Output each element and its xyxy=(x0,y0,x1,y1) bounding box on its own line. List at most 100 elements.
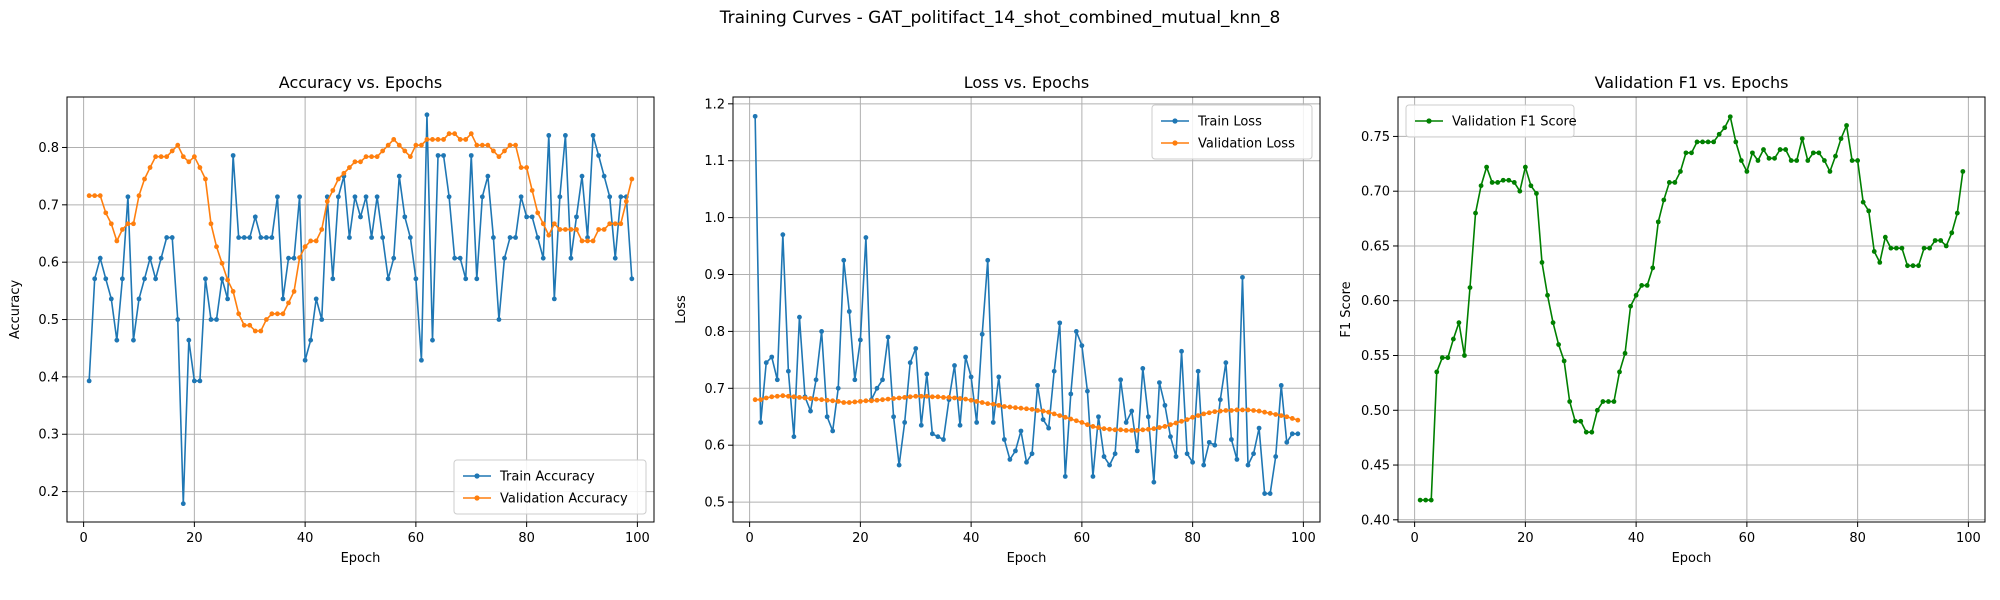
data-point xyxy=(407,154,413,160)
data-point xyxy=(802,395,808,401)
data-point xyxy=(1018,428,1024,434)
legend-label: Validation Loss xyxy=(1198,137,1295,152)
data-point xyxy=(153,154,159,160)
data-point xyxy=(1267,491,1273,496)
data-point xyxy=(852,377,858,383)
data-point xyxy=(502,148,507,154)
data-point xyxy=(452,255,458,261)
data-point xyxy=(319,227,325,232)
data-point xyxy=(97,193,103,199)
data-point xyxy=(1240,407,1245,413)
data-point xyxy=(474,276,480,282)
data-point xyxy=(830,398,836,404)
data-point xyxy=(846,309,852,314)
data-point xyxy=(347,165,352,170)
data-point xyxy=(1833,153,1838,159)
data-point xyxy=(153,276,159,282)
data-point xyxy=(1157,425,1162,430)
data-point xyxy=(846,400,852,405)
data-point xyxy=(275,311,280,317)
data-point xyxy=(1567,399,1573,404)
data-point xyxy=(819,397,825,403)
data-point xyxy=(1190,459,1196,465)
x-tick-label: 20 xyxy=(852,531,869,546)
data-point xyxy=(535,210,541,216)
data-point xyxy=(596,227,602,232)
data-point xyxy=(891,414,896,420)
data-point xyxy=(269,311,275,317)
data-point xyxy=(785,368,791,374)
data-point xyxy=(1423,497,1429,503)
data-point xyxy=(1711,139,1717,145)
data-point xyxy=(607,221,613,227)
data-point xyxy=(752,397,758,403)
data-point xyxy=(1822,158,1827,163)
data-point xyxy=(1473,210,1478,216)
data-point xyxy=(1162,402,1168,408)
data-point xyxy=(1816,150,1822,156)
data-point xyxy=(197,165,203,170)
data-point xyxy=(1223,408,1229,413)
data-point xyxy=(1079,343,1085,349)
data-point xyxy=(86,378,92,384)
x-tick-label: 60 xyxy=(1739,531,1756,546)
data-point xyxy=(758,420,764,425)
data-point xyxy=(935,394,941,400)
data-point xyxy=(623,198,629,204)
data-point xyxy=(540,255,546,261)
data-point xyxy=(419,142,424,148)
data-point xyxy=(952,363,957,368)
y-tick-label: 0.7 xyxy=(38,198,59,213)
data-point xyxy=(180,154,186,160)
data-point xyxy=(308,238,314,244)
data-point xyxy=(158,255,164,261)
data-point xyxy=(479,142,485,148)
data-point xyxy=(142,176,147,182)
data-point xyxy=(407,235,413,240)
data-point xyxy=(1096,425,1101,430)
data-point xyxy=(1799,136,1805,142)
data-point xyxy=(1650,265,1656,271)
data-point xyxy=(1434,369,1440,375)
data-point xyxy=(280,296,286,302)
data-point xyxy=(1173,454,1179,459)
chart-title: Loss vs. Epochs xyxy=(964,73,1089,92)
data-point xyxy=(1905,263,1910,269)
data-point xyxy=(507,235,513,240)
data-point xyxy=(1090,424,1096,429)
data-point xyxy=(1184,451,1190,457)
legend-marker xyxy=(474,473,480,479)
data-point xyxy=(1134,428,1140,433)
data-point xyxy=(813,377,819,383)
data-point xyxy=(358,159,363,165)
data-point xyxy=(1838,136,1844,142)
data-point xyxy=(918,422,924,428)
data-point xyxy=(424,137,430,142)
data-point xyxy=(963,396,968,402)
data-point xyxy=(491,148,496,154)
y-tick-label: 0.3 xyxy=(38,428,59,443)
data-point xyxy=(1151,426,1157,432)
data-point xyxy=(1617,369,1622,375)
data-point xyxy=(1112,451,1118,457)
data-point xyxy=(369,235,374,240)
data-point xyxy=(601,227,607,232)
data-point xyxy=(1173,420,1179,426)
data-point xyxy=(125,221,131,227)
data-point xyxy=(291,255,297,261)
data-point xyxy=(1212,409,1218,415)
data-point xyxy=(363,154,369,160)
data-point xyxy=(763,360,769,366)
data-point xyxy=(1755,158,1761,163)
data-point xyxy=(835,385,841,391)
data-point xyxy=(1001,437,1007,442)
data-point xyxy=(952,395,957,401)
y-axis-label: Accuracy xyxy=(8,280,23,340)
data-point xyxy=(1018,405,1024,411)
y-tick-label: 0.50 xyxy=(1361,404,1390,419)
data-point xyxy=(1877,259,1883,265)
data-point xyxy=(1051,411,1057,417)
data-point xyxy=(996,402,1002,408)
data-point xyxy=(1772,155,1777,161)
data-point xyxy=(1938,238,1944,243)
